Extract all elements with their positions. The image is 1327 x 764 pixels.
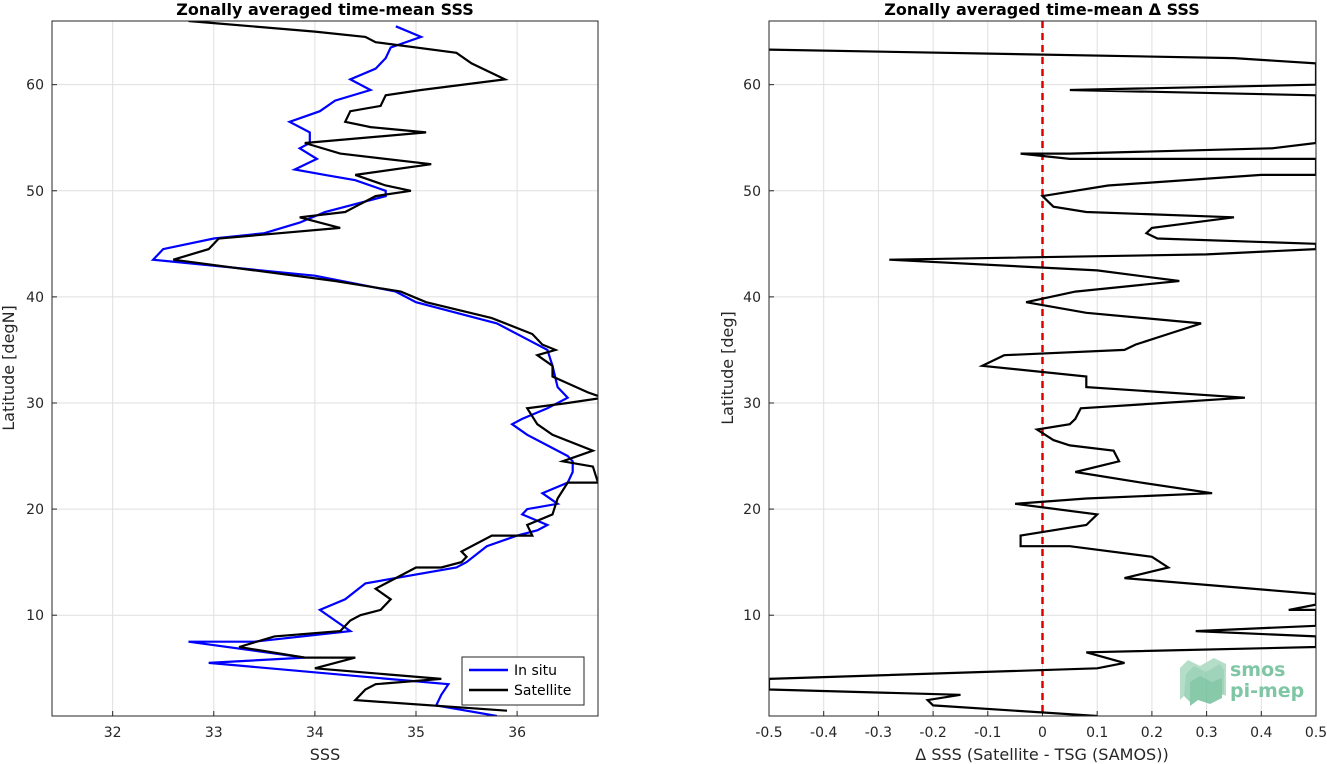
x-tick-label: 32 [104,725,122,741]
y-tick-label: 10 [26,608,44,624]
series-line-delta-sss [769,48,1316,716]
y-tick-label: 30 [26,396,44,412]
y-tick-label: 20 [743,502,761,518]
x-tick-label: -0.2 [919,725,946,741]
y-tick-label: 40 [26,290,44,306]
left-x-axis-label: SSS [310,745,340,764]
left-chart-title: Zonally averaged time-mean SSS [176,0,474,19]
series-line-satellite [172,21,598,712]
right-chart-title: Zonally averaged time-mean Δ SSS [884,0,1200,19]
x-tick-label: 0.4 [1250,725,1272,741]
x-tick-label: -0.5 [755,725,782,741]
x-tick-label: 35 [407,725,425,741]
x-tick-label: -0.4 [810,725,837,741]
y-tick-label: 30 [743,396,761,412]
y-tick-label: 40 [743,290,761,306]
legend-label-satellite: Satellite [514,683,571,699]
y-tick-label: 10 [743,608,761,624]
left-panel-sss: Zonally averaged time-mean SSS SSS Latit… [0,0,474,764]
y-tick-label: 50 [26,184,44,200]
logo-text-smos: smos [1230,659,1285,681]
legend-box [461,656,585,706]
x-tick-label: 0.3 [1195,725,1217,741]
y-tick-label: 50 [743,184,761,200]
x-tick-label: 0.2 [1141,725,1163,741]
plot-area-1: -0.5 -0.4 -0.3 -0.2 -0.1 0 0.1 0.2 0.3 0.4 0.5 10 20… [743,20,1327,741]
plot-background [52,21,598,716]
logo-text-pi-mep: pi-mep [1230,680,1304,702]
axes-box [51,20,599,717]
left-y-axis-label: Latitude [degN] [0,305,18,431]
y-tick-label: 20 [26,502,44,518]
wave-logo-icon [1180,658,1226,706]
right-x-axis-label: Δ SSS (Satellite - TSG (SAMOS)) [915,745,1168,764]
legend-label-in-situ: In situ [514,663,557,679]
plot-area-0: 32 33 34 35 36 10 20 30 40 50 60 [26,20,599,741]
x-tick-label: -0.1 [974,725,1001,741]
x-tick-label: 0.5 [1305,725,1327,741]
right-panel-delta-sss: Zonally averaged time-mean Δ SSS Δ SSS (… [718,0,1200,764]
smos-pi-mep-logo: smos pi-mep [1180,658,1304,706]
x-tick-label: 34 [306,725,324,741]
y-tick-label: 60 [26,78,44,94]
x-tick-label: 0.1 [1086,725,1108,741]
legend: In situ Satellite [461,656,585,706]
x-tick-label: -0.3 [865,725,892,741]
axes-box [768,20,1317,717]
x-tick-label: 33 [205,725,223,741]
right-y-axis-label: Latitude [deg] [718,311,737,425]
x-tick-label: 36 [508,725,526,741]
y-tick-label: 60 [743,78,761,94]
x-tick-label: 0 [1038,725,1047,741]
